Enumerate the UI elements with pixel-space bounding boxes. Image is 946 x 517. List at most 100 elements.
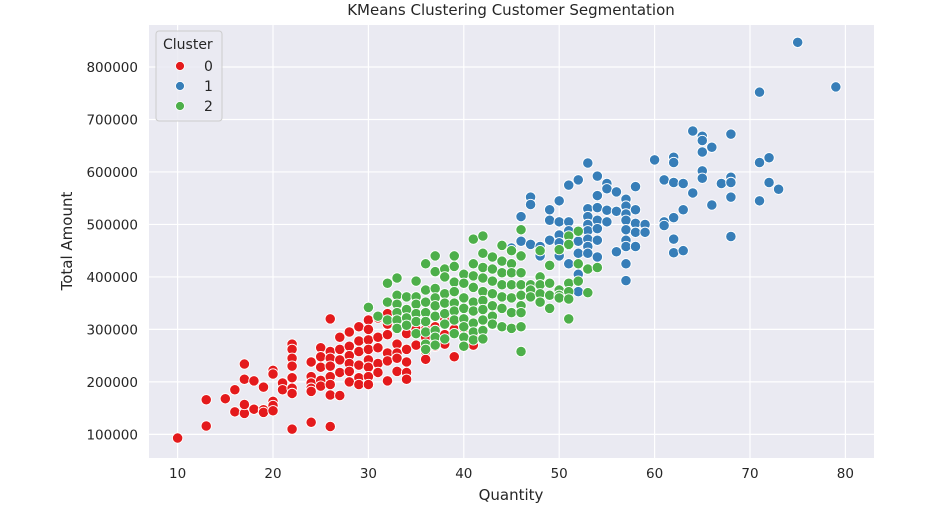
data-point — [486, 288, 499, 300]
data-point — [229, 406, 241, 418]
data-point — [668, 176, 680, 189]
data-point — [515, 345, 527, 358]
data-point — [286, 372, 298, 384]
y-axis-label: Total Amount — [58, 192, 76, 292]
data-point — [505, 279, 518, 291]
cluster-0-points — [171, 308, 489, 444]
y-axis-ticks: 100000 200000 300000 400000 500000 600000 7000… — [86, 60, 138, 443]
data-point — [429, 339, 441, 351]
data-point — [353, 378, 365, 391]
data-point — [477, 272, 489, 284]
data-point — [362, 361, 375, 373]
data-point — [515, 289, 527, 301]
data-point — [715, 177, 728, 190]
data-point — [553, 292, 565, 304]
data-point — [429, 300, 441, 312]
data-point — [591, 261, 604, 274]
data-point — [648, 154, 661, 166]
data-point — [238, 373, 251, 385]
data-point — [544, 302, 556, 315]
legend-title: Cluster — [163, 37, 213, 53]
data-point — [629, 240, 642, 253]
data-point — [725, 230, 737, 243]
data-point — [591, 222, 604, 235]
data-point — [486, 300, 499, 312]
data-point — [458, 340, 470, 352]
data-point — [362, 301, 375, 314]
data-point — [381, 329, 394, 341]
data-point — [477, 261, 489, 274]
data-point — [286, 387, 298, 400]
data-point — [267, 405, 279, 417]
data-point — [601, 183, 613, 195]
data-point — [315, 361, 327, 373]
x-axis-label: Quantity — [479, 486, 544, 504]
data-point — [610, 186, 623, 198]
y-tick-label: 800000 — [86, 60, 138, 76]
y-tick-label: 600000 — [86, 165, 138, 181]
data-point — [429, 266, 441, 278]
data-point — [610, 246, 623, 258]
data-point — [419, 296, 432, 308]
data-point — [753, 86, 766, 98]
data-point — [334, 331, 346, 343]
data-point — [477, 247, 489, 259]
data-point — [505, 245, 518, 257]
data-point — [572, 174, 584, 186]
data-point — [524, 198, 537, 211]
data-point — [629, 226, 642, 238]
data-point — [544, 234, 556, 246]
data-point — [362, 378, 375, 391]
data-point — [305, 385, 317, 397]
data-point — [544, 204, 556, 216]
data-point — [544, 277, 556, 289]
data-point — [353, 345, 365, 358]
data-point — [305, 356, 317, 368]
data-point — [400, 373, 413, 385]
data-point — [439, 288, 451, 300]
data-point — [658, 174, 670, 186]
data-point — [458, 292, 470, 304]
data-point — [410, 327, 422, 340]
data-point — [439, 308, 451, 320]
x-tick-label: 60 — [646, 466, 663, 482]
data-point — [458, 321, 470, 333]
data-point — [792, 36, 804, 48]
data-point — [372, 331, 384, 343]
data-point — [582, 157, 594, 169]
data-point — [668, 233, 680, 245]
data-point — [753, 195, 766, 207]
data-point — [677, 204, 689, 216]
data-point — [410, 315, 422, 328]
data-point — [687, 187, 699, 199]
data-point — [572, 247, 584, 259]
data-point — [706, 199, 718, 211]
data-point — [572, 258, 584, 270]
data-point — [419, 315, 432, 328]
data-point — [400, 319, 413, 331]
data-point — [515, 306, 527, 319]
data-point — [591, 234, 604, 246]
y-tick-label: 400000 — [86, 270, 138, 286]
data-point — [563, 313, 575, 325]
data-point — [353, 335, 365, 347]
data-point — [257, 406, 270, 418]
x-tick-label: 10 — [169, 466, 186, 482]
data-point — [477, 314, 489, 326]
data-point — [343, 376, 355, 388]
data-point — [753, 156, 766, 169]
data-point — [544, 214, 556, 226]
data-point — [334, 389, 346, 402]
data-point — [429, 282, 441, 295]
y-tick-label: 500000 — [86, 217, 138, 233]
data-point — [725, 191, 737, 203]
data-point — [582, 287, 594, 299]
data-point — [448, 351, 460, 363]
data-point — [362, 323, 375, 336]
data-point — [668, 211, 680, 224]
data-point — [534, 245, 546, 257]
data-point — [305, 416, 317, 428]
x-tick-label: 70 — [741, 466, 758, 482]
data-point — [582, 247, 594, 259]
data-point — [362, 343, 375, 356]
